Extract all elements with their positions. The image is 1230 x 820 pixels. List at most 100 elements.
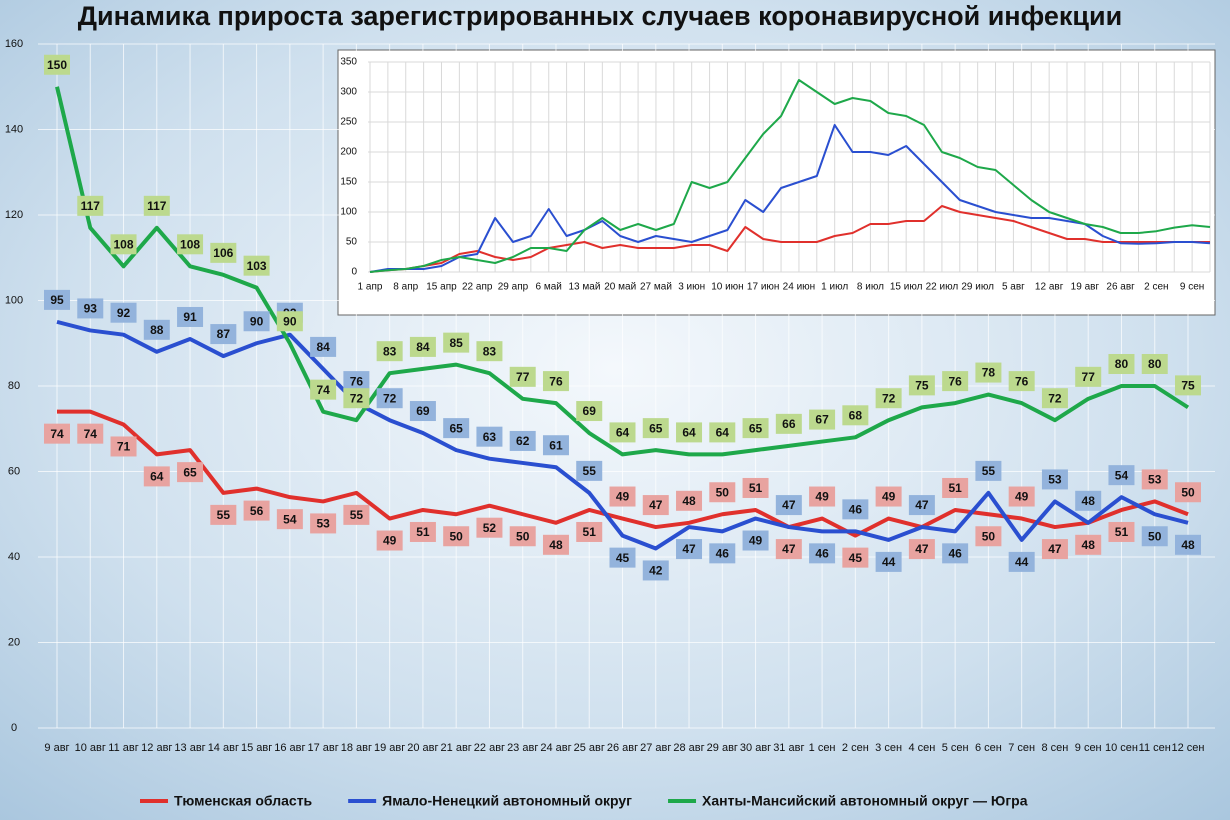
value-label: 51 [583, 525, 597, 539]
value-label-box [44, 289, 70, 310]
value-label-box [1075, 490, 1102, 511]
value-label-box [243, 311, 270, 332]
value-label-box [842, 499, 869, 520]
value-label-box [942, 371, 969, 392]
value-label-box [77, 298, 104, 319]
value-label: 53 [1048, 473, 1062, 487]
value-label-box [110, 302, 137, 323]
value-label-box [476, 426, 503, 447]
value-label: 150 [47, 58, 67, 72]
x-tick-label: 3 сен [875, 742, 902, 754]
value-label: 47 [915, 498, 929, 512]
value-label: 91 [183, 310, 197, 324]
x-tick-label: 1 июл [821, 282, 848, 293]
value-label-box [609, 422, 636, 443]
series-line [369, 124, 1211, 273]
x-tick-label: 2 сен [842, 742, 869, 754]
value-label: 83 [383, 344, 397, 358]
value-label: 54 [1115, 468, 1129, 482]
value-label: 76 [948, 374, 962, 388]
value-label: 46 [948, 547, 962, 561]
value-label: 95 [50, 293, 64, 307]
x-tick-label: 29 авг [707, 742, 738, 754]
value-label: 108 [114, 237, 134, 251]
value-label: 47 [682, 542, 696, 556]
value-label-box [376, 388, 403, 409]
value-label: 62 [516, 434, 530, 448]
value-label-box [143, 466, 170, 487]
x-tick-label: 19 авг [374, 742, 405, 754]
x-tick-label: 2 сен [1144, 282, 1168, 293]
value-label-box [542, 534, 569, 555]
value-label-box [742, 530, 769, 551]
y-tick-label: 350 [340, 57, 357, 68]
value-label-box [310, 379, 337, 400]
value-label-box [709, 482, 736, 503]
value-label: 47 [782, 542, 796, 556]
value-label: 45 [849, 551, 863, 565]
y-tick-label: 150 [340, 177, 357, 188]
value-label-box [1141, 469, 1168, 490]
value-label-box [709, 543, 736, 564]
value-label-box [443, 418, 470, 439]
value-label: 50 [516, 529, 530, 543]
value-label-box [44, 423, 70, 444]
x-tick-label: 16 авг [274, 742, 305, 754]
value-label-box [1008, 371, 1035, 392]
legend-label: Ханты-Мансийский автономный округ — Югра [702, 793, 1028, 809]
value-label: 50 [449, 529, 463, 543]
x-tick-label: 15 авг [241, 742, 272, 754]
value-label: 108 [180, 237, 200, 251]
value-label-box [476, 341, 503, 362]
value-label: 85 [449, 336, 463, 350]
y-tick-label: 100 [5, 294, 23, 306]
value-label: 83 [483, 344, 497, 358]
value-label-box [376, 530, 403, 551]
value-label-box [875, 551, 902, 572]
x-tick-label: 9 сен [1180, 282, 1204, 293]
value-label: 63 [483, 430, 497, 444]
value-label-box [509, 366, 536, 387]
x-tick-label: 14 авг [208, 742, 239, 754]
value-label-box [1008, 486, 1035, 507]
value-label: 46 [849, 503, 863, 517]
value-label: 93 [84, 302, 98, 316]
y-tick-label: 40 [8, 551, 20, 563]
value-label: 77 [516, 370, 530, 384]
value-label-box [409, 521, 436, 542]
legend-label: Ямало-Ненецкий автономный округ [382, 793, 632, 809]
value-label-box [1041, 388, 1068, 409]
value-label-box [110, 436, 137, 457]
value-label-box [44, 54, 70, 75]
value-label: 72 [350, 391, 364, 405]
value-label: 51 [749, 481, 763, 495]
value-label-box [1108, 465, 1135, 486]
value-label: 65 [183, 465, 197, 479]
value-label: 44 [1015, 555, 1029, 569]
x-tick-label: 12 сен [1172, 742, 1205, 754]
value-label: 49 [815, 490, 829, 504]
y-tick-label: 50 [346, 237, 358, 248]
value-label: 51 [1115, 525, 1129, 539]
value-label-box [609, 486, 636, 507]
value-label: 49 [1015, 490, 1029, 504]
value-label: 64 [616, 426, 630, 440]
x-tick-label: 22 авг [474, 742, 505, 754]
value-label-box [443, 332, 470, 353]
value-label: 65 [649, 421, 663, 435]
x-tick-label: 27 авг [640, 742, 671, 754]
value-label-box [809, 409, 836, 430]
value-label: 49 [383, 534, 397, 548]
value-label: 75 [1181, 379, 1195, 393]
value-label: 55 [583, 464, 597, 478]
value-label-box [842, 405, 869, 426]
value-label-box [343, 388, 370, 409]
x-tick-label: 10 авг [75, 742, 106, 754]
value-label: 117 [81, 199, 101, 213]
value-label-box [942, 543, 969, 564]
value-label-box [1141, 526, 1168, 547]
value-label-box [1175, 534, 1201, 555]
value-label: 51 [416, 525, 430, 539]
x-tick-label: 27 май [640, 282, 672, 293]
value-label-box [177, 462, 204, 483]
